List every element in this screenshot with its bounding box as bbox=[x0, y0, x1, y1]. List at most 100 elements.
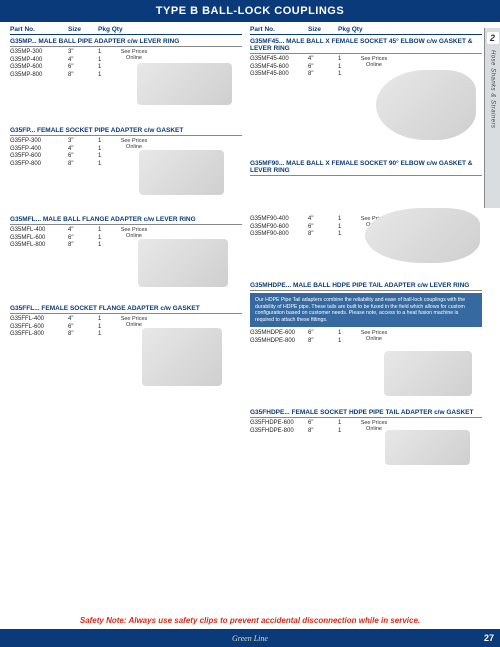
cell-qty: 1 bbox=[98, 49, 118, 57]
right-col-header: Part No. Size Pkg Qty bbox=[250, 26, 482, 35]
cell-qty: 1 bbox=[98, 331, 118, 339]
cell-qty: 1 bbox=[98, 161, 118, 169]
cell-qty: 1 bbox=[338, 56, 358, 64]
section-body: G35MF45-4004"1G35MF45-6006"1G35MF45-8008… bbox=[250, 56, 482, 152]
section-body: G35FP-3003"1G35FP-4004"1G35FP-6006"1G35F… bbox=[10, 138, 242, 208]
table-row: G35MP-6006"1 bbox=[10, 64, 118, 72]
cell-part: G35MP-800 bbox=[10, 72, 68, 80]
cell-size: 6" bbox=[68, 235, 98, 243]
cell-size: 4" bbox=[68, 227, 98, 235]
table-row: G35FFL-8008"1 bbox=[10, 331, 118, 339]
product-image bbox=[376, 70, 476, 140]
table-row: G35MHDPE-8008"1 bbox=[250, 338, 358, 346]
cell-size: 3" bbox=[68, 49, 98, 57]
section-title: G35MFL... MALE BALL FLANGE ADAPTER c/w L… bbox=[10, 216, 242, 225]
cell-qty: 1 bbox=[98, 138, 118, 146]
cell-size: 4" bbox=[308, 216, 338, 224]
product-image bbox=[142, 328, 222, 386]
product-image bbox=[385, 430, 470, 465]
cell-part: G35MP-300 bbox=[10, 49, 68, 57]
cell-part: G35MHDPE-800 bbox=[250, 338, 308, 346]
cell-size: 6" bbox=[308, 330, 338, 338]
cell-part: G35FP-300 bbox=[10, 138, 68, 146]
cell-size: 4" bbox=[308, 56, 338, 64]
side-tab-number: 2 bbox=[487, 32, 499, 44]
see-prices-label: See Prices Online bbox=[120, 316, 148, 328]
cell-part: G35MHDPE-600 bbox=[250, 330, 308, 338]
see-prices-label: See Prices Online bbox=[120, 49, 148, 61]
see-prices-label: See Prices Online bbox=[120, 227, 148, 239]
col-header-qty: Pkg Qty bbox=[98, 26, 138, 33]
col-header-part: Part No. bbox=[250, 26, 308, 33]
table-row: G35MFL-6006"1 bbox=[10, 235, 118, 243]
cell-qty: 1 bbox=[338, 224, 358, 232]
cell-part: G35FP-800 bbox=[10, 161, 68, 169]
side-tab: 2 Hose Shanks & Strainers bbox=[484, 28, 500, 208]
cell-qty: 1 bbox=[98, 242, 118, 250]
section-title: G35FFL... FEMALE SOCKET FLANGE ADAPTER c… bbox=[10, 305, 242, 314]
cell-qty: 1 bbox=[98, 324, 118, 332]
cell-size: 6" bbox=[68, 64, 98, 72]
table-row: G35FP-3003"1 bbox=[10, 138, 118, 146]
table-row: G35MP-3003"1 bbox=[10, 49, 118, 57]
product-image bbox=[137, 63, 232, 105]
table-row: G35MF90-4004"1 bbox=[250, 216, 358, 224]
rows: G35MFL-4004"1G35MFL-6006"1G35MFL-8008"1 bbox=[10, 227, 118, 250]
rows: G35MF90-4004"1G35MF90-6006"1G35MF90-8008… bbox=[250, 216, 358, 239]
section-title: G35MF45... MALE BALL X FEMALE SOCKET 45°… bbox=[250, 38, 482, 54]
cell-qty: 1 bbox=[98, 72, 118, 80]
cell-part: G35FFL-400 bbox=[10, 316, 68, 324]
cell-size: 6" bbox=[68, 324, 98, 332]
footer-page-number: 27 bbox=[484, 633, 494, 643]
header-title: TYPE B BALL-LOCK COUPLINGS bbox=[156, 5, 344, 17]
product-section: G35MF90... MALE BALL X FEMALE SOCKET 90°… bbox=[250, 160, 482, 274]
cell-part: G35MF90-600 bbox=[250, 224, 308, 232]
product-section: G35MF45... MALE BALL X FEMALE SOCKET 45°… bbox=[250, 38, 482, 152]
cell-part: G35FP-600 bbox=[10, 153, 68, 161]
rows: G35FFL-4004"1G35FFL-6006"1G35FFL-8008"1 bbox=[10, 316, 118, 339]
table-row: G35FP-4004"1 bbox=[10, 146, 118, 154]
cell-size: 4" bbox=[68, 146, 98, 154]
cell-part: G35FHDPE-600 bbox=[250, 420, 308, 428]
table-row: G35MP-8008"1 bbox=[10, 72, 118, 80]
cell-qty: 1 bbox=[338, 330, 358, 338]
section-title: G35FHDPE... FEMALE SOCKET HDPE PIPE TAIL… bbox=[250, 409, 482, 418]
cell-part: G35FP-400 bbox=[10, 146, 68, 154]
rows: G35MP-3003"1G35MP-4004"1G35MP-6006"1G35M… bbox=[10, 49, 118, 79]
cell-part: G35MF45-400 bbox=[250, 56, 308, 64]
product-section: G35FHDPE... FEMALE SOCKET HDPE PIPE TAIL… bbox=[250, 409, 482, 470]
table-row: G35MHDPE-6006"1 bbox=[250, 330, 358, 338]
cell-part: G35FHDPE-800 bbox=[250, 428, 308, 436]
section-title: G35MF90... MALE BALL X FEMALE SOCKET 90°… bbox=[250, 160, 482, 176]
rows: G35FHDPE-6006"1G35FHDPE-8008"1 bbox=[250, 420, 358, 435]
table-row: G35MF45-6006"1 bbox=[250, 64, 358, 72]
col-header-size: Size bbox=[308, 26, 338, 33]
cell-qty: 1 bbox=[98, 227, 118, 235]
section-title: G35MP... MALE BALL PIPE ADAPTER c/w LEVE… bbox=[10, 38, 242, 47]
product-section: G35MFL... MALE BALL FLANGE ADAPTER c/w L… bbox=[10, 216, 242, 297]
side-tab-label: Hose Shanks & Strainers bbox=[490, 50, 496, 129]
cell-part: G35MF45-800 bbox=[250, 71, 308, 79]
cell-part: G35MP-600 bbox=[10, 64, 68, 72]
product-image bbox=[139, 150, 224, 195]
cell-part: G35MF90-400 bbox=[250, 216, 308, 224]
left-col-header: Part No. Size Pkg Qty bbox=[10, 26, 242, 35]
cell-size: 8" bbox=[68, 242, 98, 250]
table-row: G35MF90-8008"1 bbox=[250, 231, 358, 239]
cell-part: G35MFL-600 bbox=[10, 235, 68, 243]
cell-qty: 1 bbox=[98, 153, 118, 161]
cell-qty: 1 bbox=[338, 420, 358, 428]
cell-qty: 1 bbox=[338, 216, 358, 224]
table-row: G35FP-8008"1 bbox=[10, 161, 118, 169]
cell-qty: 1 bbox=[338, 428, 358, 436]
section-body: G35MFL-4004"1G35MFL-6006"1G35MFL-8008"1S… bbox=[10, 227, 242, 297]
content: Part No. Size Pkg Qty G35MP... MALE BALL… bbox=[0, 22, 500, 478]
cell-size: 8" bbox=[68, 72, 98, 80]
cell-size: 8" bbox=[68, 331, 98, 339]
table-row: G35MF45-8008"1 bbox=[250, 71, 358, 79]
product-image bbox=[384, 351, 472, 396]
cell-size: 6" bbox=[308, 420, 338, 428]
cell-size: 8" bbox=[308, 71, 338, 79]
see-prices-label: See Prices Online bbox=[120, 138, 148, 150]
cell-qty: 1 bbox=[338, 71, 358, 79]
